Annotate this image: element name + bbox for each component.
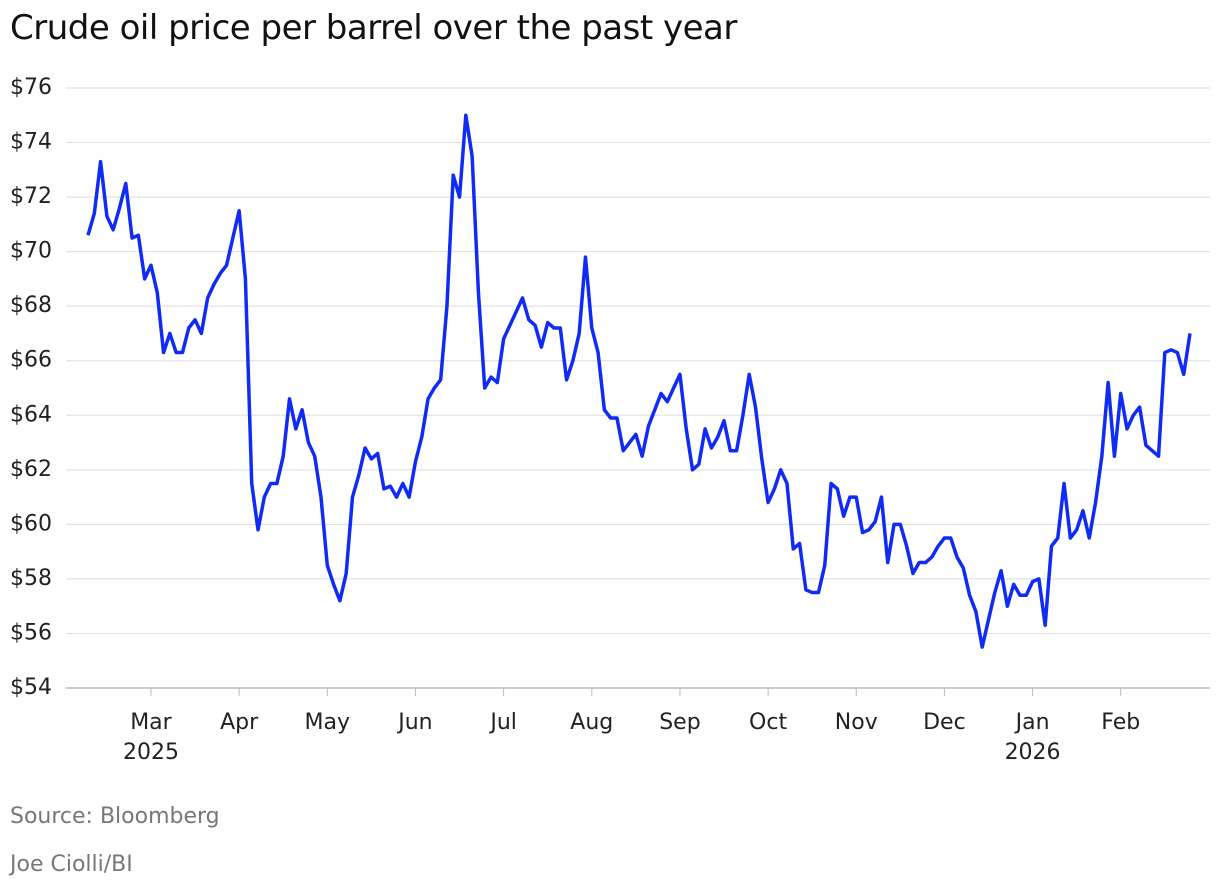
price-line [86,113,1192,649]
y-tick-label: $72 [10,184,52,209]
y-tick-label: $66 [10,348,52,373]
y-tick-label: $60 [10,511,52,536]
x-tick-label: Sep [659,710,701,735]
y-tick-label: $76 [10,75,52,100]
source: Source: Bloomberg [10,804,220,829]
x-tick-label: Feb [1101,710,1141,735]
y-tick-label: $56 [10,620,52,645]
x-tick-label: Dec [923,710,966,735]
x-tick-label: Aug [570,710,614,735]
y-tick-label: $64 [10,402,52,427]
y-tick-label: $68 [10,293,52,318]
y-tick-label: $62 [10,457,52,482]
y-tick-label: $70 [10,239,52,264]
x-tick-label: Jun [398,710,433,735]
x-tick-label: Oct [749,710,788,735]
x-tick-label: Jan 2026 [1004,710,1061,765]
x-tick-label: Mar 2025 [122,710,179,765]
chart-title: Crude oil price per barrel over the past… [10,8,737,48]
x-tick-label: Nov [834,710,878,735]
y-tick-label: $54 [10,675,52,700]
y-tick-label: $74 [10,130,52,155]
x-tick-label: May [304,710,351,735]
credit: Joe Ciolli/BI [10,852,133,877]
x-tick-label: Jul [490,710,517,735]
x-tick-label: Apr [220,710,259,735]
y-tick-label: $58 [10,566,52,591]
